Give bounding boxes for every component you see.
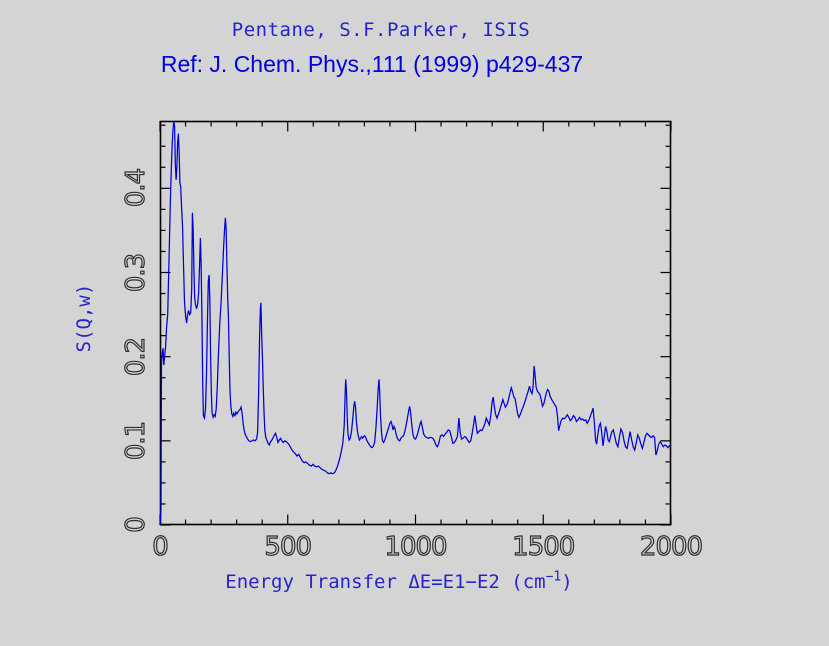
y-tick-label: 0.3 [120,253,151,293]
x-tick-label: 1000 [384,532,448,562]
y-tick-label: 0.2 [120,337,151,377]
y-tick-label: 0.1 [120,421,151,461]
x-tick-label: 1500 [512,532,576,562]
x-tick-label: 500 [264,532,313,562]
chart-title: Pentane, S.F.Parker, ISIS [231,19,531,41]
y-tick-label: 0.4 [120,169,151,209]
y-axis-label: S(Q,w) [73,283,95,353]
axis-ticks [159,121,672,526]
x-axis-label-text: Energy Transfer ΔE=E1−E2 (cm [225,571,546,593]
x-axis-label: Energy Transfer ΔE=E1−E2 (cm−1) [225,571,572,593]
x-tick-label: 0 [152,532,170,562]
plot-frame [159,120,672,526]
chart-reference: Ref: J. Chem. Phys.,111 (1999) p429-437 [160,51,584,77]
x-axis-label-close: ) [561,571,573,593]
x-tick-label: 2000 [639,532,703,562]
spectrum-curve [159,120,672,526]
x-axis-label-superscript: −1 [545,569,562,585]
y-tick-label: 0 [120,517,151,534]
